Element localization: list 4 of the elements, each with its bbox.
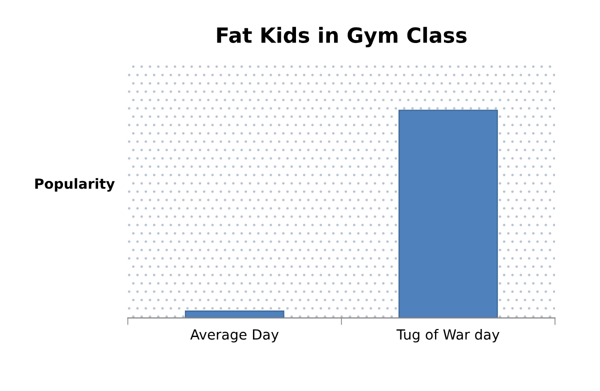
y-axis-title: Popularity (35, 178, 115, 192)
chart-title: Fat Kids in Gym Class (217, 26, 467, 48)
x-tick-label: Average Day (190, 329, 279, 342)
x-tick-label: Tug of War day (396, 328, 500, 342)
